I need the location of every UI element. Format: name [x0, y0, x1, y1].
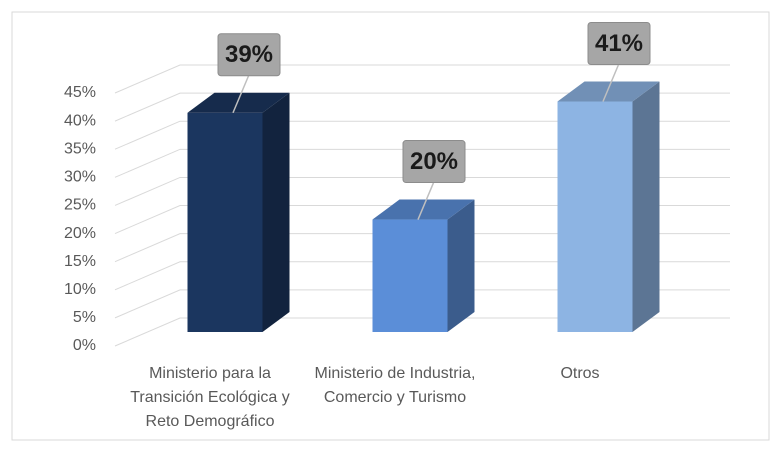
- grid-line: [114, 176, 730, 206]
- data-label: 39%: [225, 41, 273, 68]
- label-box: [402, 140, 466, 184]
- grid-line: [114, 64, 730, 94]
- grid-line: [114, 205, 730, 235]
- grid-line: [114, 289, 730, 319]
- y-tick-label: 35%: [64, 140, 96, 157]
- leader-line: [602, 63, 620, 102]
- grid-line: [114, 233, 730, 263]
- bar-top: [557, 81, 660, 102]
- bar: [557, 101, 633, 332]
- y-tick-label: 40%: [64, 112, 96, 129]
- label-box: [587, 21, 651, 65]
- grid-line: [114, 148, 730, 178]
- bar: [372, 219, 448, 332]
- y-tick-label: 20%: [64, 225, 96, 242]
- x-tick-label: Otros: [560, 365, 600, 382]
- bar-side: [632, 81, 660, 332]
- x-tick-label: Ministerio para la Transición Ecológica …: [130, 365, 290, 430]
- y-tick-label: 10%: [64, 281, 96, 298]
- bar-top: [372, 199, 475, 220]
- bar-side: [262, 92, 290, 332]
- y-tick-label: 5%: [73, 309, 96, 326]
- y-tick-label: 0%: [73, 337, 96, 354]
- x-tick-label: Ministerio de Industria, Comercio y Turi…: [314, 365, 476, 406]
- leader-line: [417, 181, 435, 220]
- y-tick-label: 25%: [64, 197, 96, 214]
- bar: [187, 112, 263, 332]
- data-label: 20%: [410, 148, 458, 175]
- grid-line: [114, 92, 730, 122]
- leader-line: [232, 74, 250, 114]
- grid-line: [114, 120, 730, 150]
- y-tick-label: 30%: [64, 169, 96, 186]
- bar-side: [447, 199, 475, 332]
- grid-line: [114, 317, 730, 347]
- data-label: 41%: [595, 30, 643, 57]
- label-box: [217, 33, 281, 77]
- y-tick-label: 15%: [64, 253, 96, 270]
- bar-top: [187, 92, 290, 113]
- y-tick-label: 45%: [64, 84, 96, 101]
- grid-line: [114, 261, 730, 291]
